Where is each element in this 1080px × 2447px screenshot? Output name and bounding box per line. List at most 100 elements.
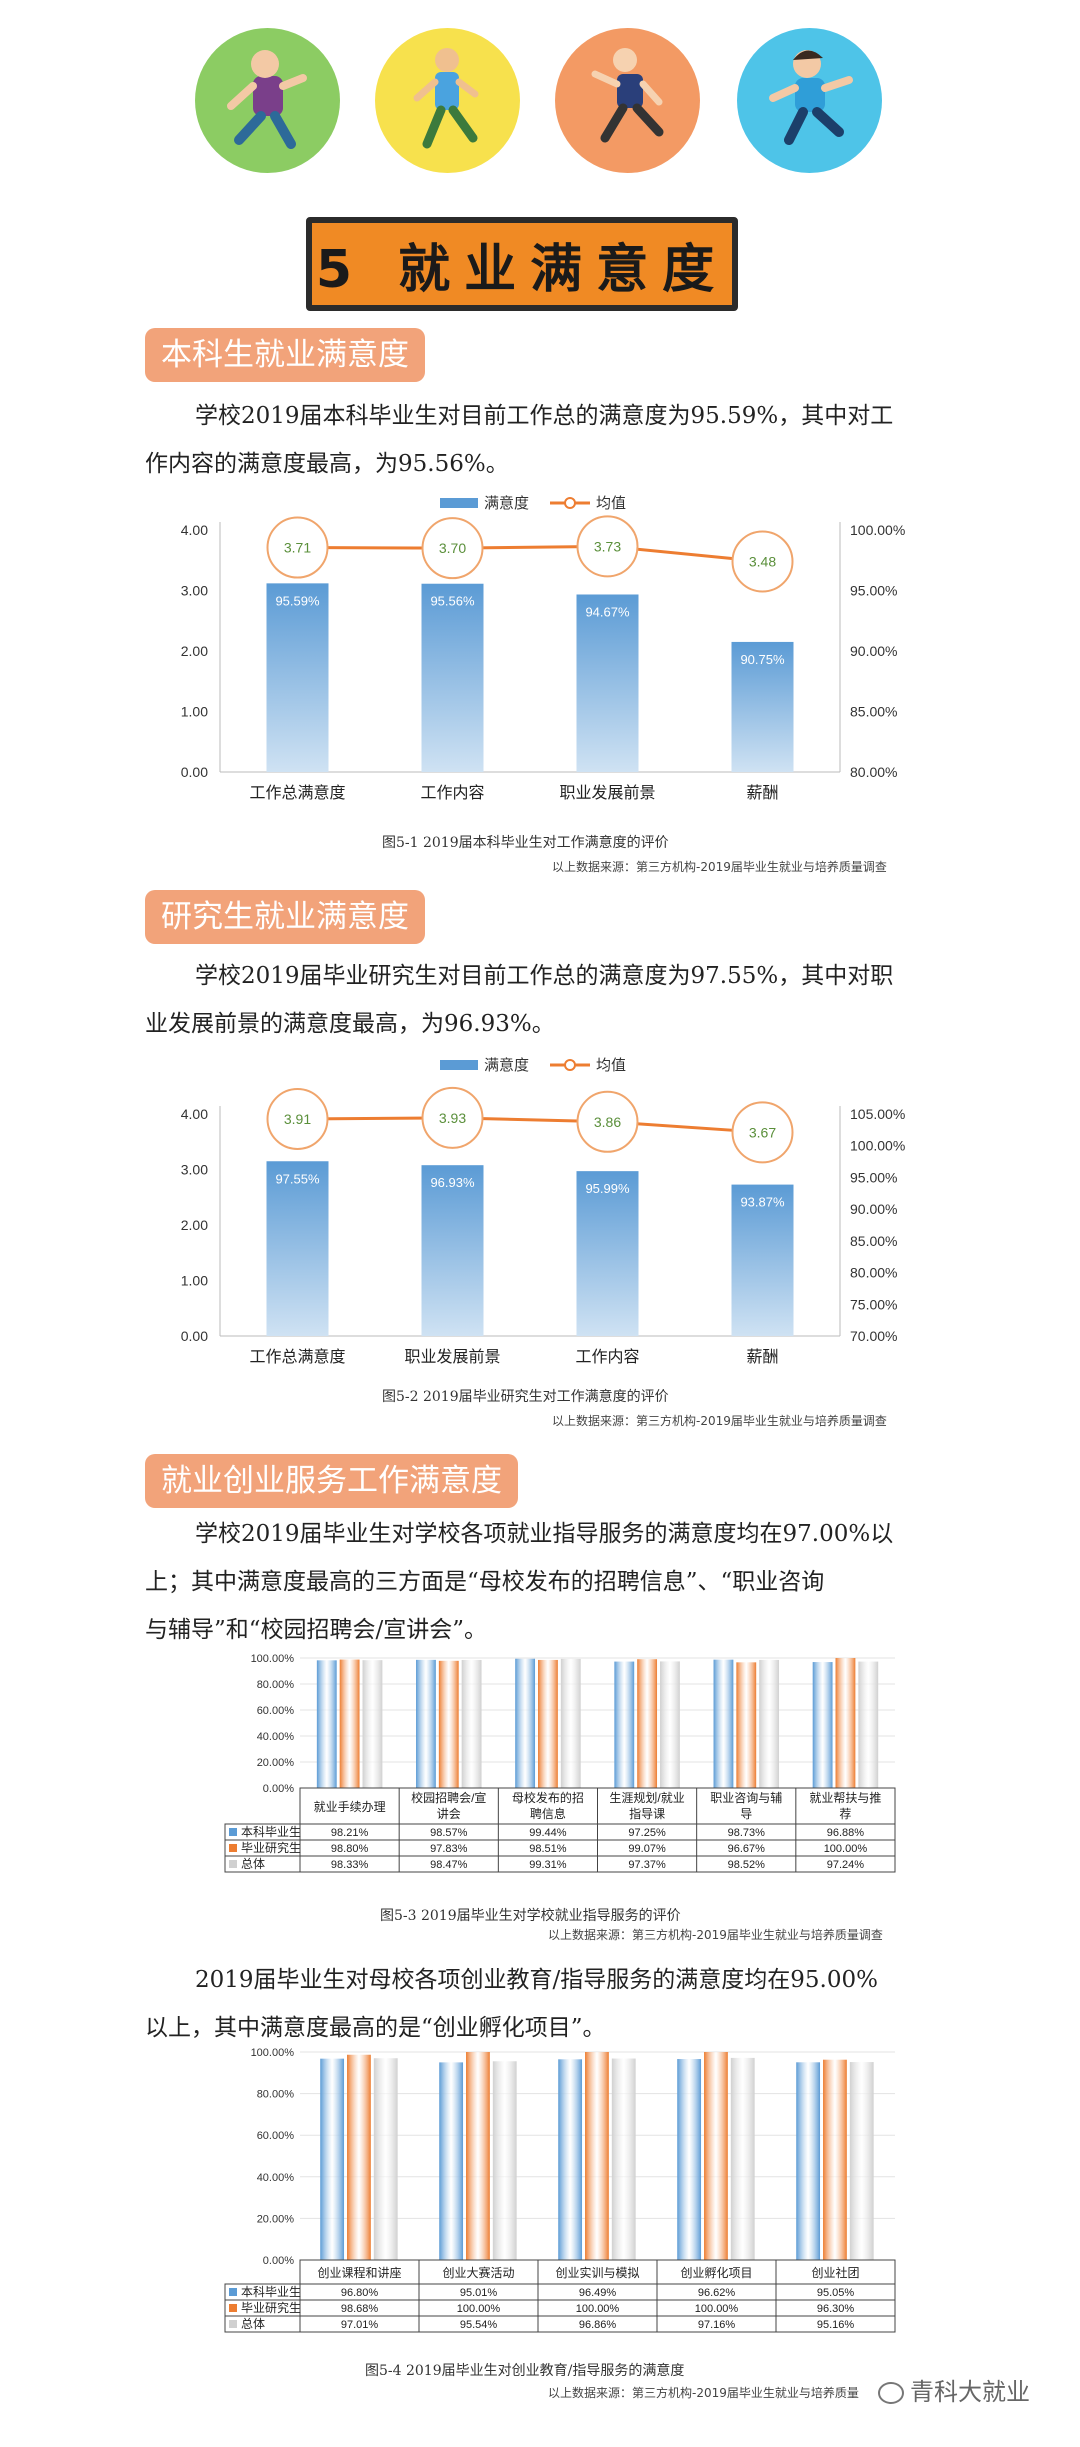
line-value-label: 3.91 [284, 1111, 311, 1127]
table-cell-value: 98.68% [341, 2303, 379, 2315]
line-value-label: 3.70 [439, 540, 466, 556]
bar [347, 2054, 371, 2260]
legend-label: 满意度 [484, 1056, 529, 1074]
legend-bar-swatch [440, 498, 478, 508]
x-tick-label: 工作内容 [420, 784, 484, 802]
line-value-label: 3.93 [439, 1110, 466, 1126]
paragraph-line: 上；其中满意度最高的三方面是“母校发布的招聘信息”、“职业咨询 [145, 1569, 825, 1595]
x-tick-label: 工作内容 [575, 1348, 639, 1366]
x-tick-label: 工作总满意度 [249, 783, 345, 802]
y-tick-left: 3.00 [181, 583, 208, 599]
table-cell-value: 97.16% [698, 2319, 736, 2331]
legend-swatch [229, 2288, 237, 2296]
x-category-label: 导 [740, 1807, 752, 1821]
table-cell-value: 96.49% [579, 2287, 617, 2299]
table-cell-value: 100.00% [695, 2303, 739, 2315]
bar [730, 2057, 755, 2260]
x-category-label: 创业课程和讲座 [317, 2265, 401, 2280]
bar [576, 1171, 639, 1336]
table-cell-value: 95.54% [460, 2319, 498, 2331]
bar [339, 1659, 360, 1788]
bar-value-label: 93.87% [740, 1195, 785, 1210]
table-cell-value: 98.73% [728, 1827, 766, 1839]
legend-line-marker [564, 497, 576, 509]
x-category-label: 职业咨询与辅 [710, 1790, 782, 1805]
bar [421, 583, 484, 772]
line-label-bubble [576, 515, 639, 578]
bar-value-label: 97.55% [275, 1171, 320, 1186]
x-tick-label: 薪酬 [746, 1348, 778, 1366]
bar [558, 2059, 583, 2260]
table-cell-value: 98.47% [430, 1859, 468, 1871]
paragraph-line: 学校2019届毕业研究生对目前工作总的满意度为97.55%，其中对职 [195, 963, 894, 989]
x-category-label: 创业实训与模拟 [555, 2265, 639, 2280]
y-tick-left: 2.00 [181, 643, 208, 659]
table-cell-value: 97.01% [341, 2319, 379, 2331]
figure-caption: 图5-4 2019届毕业生对创业教育/指导服务的满意度 [365, 2363, 685, 2379]
x-category-label: 荐 [839, 1807, 851, 1821]
table-cell-value: 96.80% [341, 2287, 379, 2299]
bar [461, 1659, 482, 1788]
y-tick-right: 90.00% [850, 1201, 897, 1217]
table-cell-value: 98.57% [430, 1827, 468, 1839]
series-name: 毕业研究生 [241, 1840, 301, 1855]
y-tick: 60.00% [257, 2130, 295, 2142]
series-line [297, 1116, 763, 1134]
y-tick: 80.00% [257, 1679, 295, 1691]
section-tag-undergrad: 本科生就业满意度 [145, 328, 425, 382]
figure-caption: 图5-3 2019届毕业生对学校就业指导服务的评价 [380, 1908, 681, 1924]
bar [731, 1184, 794, 1336]
table-cell-value: 98.21% [331, 1827, 369, 1839]
section-banner: 5 就业满意度 [306, 217, 738, 311]
wechat-icon [878, 2382, 904, 2404]
y-tick: 40.00% [257, 2172, 295, 2184]
bar-value-label: 95.99% [585, 1181, 630, 1196]
x-category-label: 创业孵化项目 [680, 2266, 752, 2280]
line-value-label: 3.73 [594, 538, 621, 554]
bar [849, 2062, 874, 2260]
legend-swatch [229, 2320, 237, 2328]
series-name: 总体 [241, 1857, 265, 1871]
legend-label: 均值 [596, 1057, 626, 1074]
table-cell-value: 100.00% [576, 2303, 620, 2315]
table-cell-value: 96.88% [827, 1827, 865, 1839]
bar [796, 2062, 821, 2260]
x-category-label: 就业手续办理 [314, 1799, 386, 1814]
legend-bar-swatch [440, 1060, 478, 1070]
bar [759, 1659, 780, 1788]
bar [416, 1659, 436, 1788]
bar [731, 641, 794, 772]
y-tick: 100.00% [251, 2047, 295, 2059]
legend-swatch [229, 2304, 237, 2312]
y-tick-right: 75.00% [850, 1296, 897, 1312]
x-category-label: 指导课 [629, 1806, 665, 1821]
section-tag-graduate: 研究生就业满意度 [145, 890, 425, 944]
bar [421, 1165, 484, 1336]
y-tick: 40.00% [257, 1731, 295, 1743]
bar [492, 2061, 517, 2260]
bar [835, 1658, 856, 1788]
bar [373, 2058, 398, 2260]
y-tick-left: 2.00 [181, 1217, 208, 1233]
bar [660, 1661, 680, 1788]
table-cell-value: 98.52% [728, 1859, 766, 1871]
paragraph-line: 2019届毕业生对母校各项创业教育/指导服务的满意度均在95.00% [195, 1967, 878, 1993]
bar [438, 1660, 459, 1788]
y-tick-right: 100.00% [850, 1138, 905, 1154]
y-tick-left: 4.00 [181, 1106, 208, 1122]
y-tick: 80.00% [257, 2089, 295, 2101]
section-tag-service: 就业创业服务工作满意度 [145, 1454, 518, 1508]
runner-illustration-1 [195, 28, 340, 173]
table-cell-value: 99.31% [529, 1859, 567, 1871]
legend-label: 均值 [596, 495, 626, 512]
x-tick-label: 薪酬 [746, 784, 778, 802]
bar [316, 1660, 337, 1788]
data-source: 以上数据来源：第三方机构-2019届毕业生就业与培养质量调查 [552, 1414, 887, 1428]
bar [736, 1662, 757, 1788]
line-label-bubble [421, 1086, 484, 1149]
line-label-bubble [731, 1101, 794, 1164]
bar [362, 1660, 383, 1788]
table-cell-value: 97.25% [628, 1827, 666, 1839]
table-cell-value: 96.30% [817, 2303, 855, 2315]
y-tick-right: 85.00% [850, 704, 897, 720]
